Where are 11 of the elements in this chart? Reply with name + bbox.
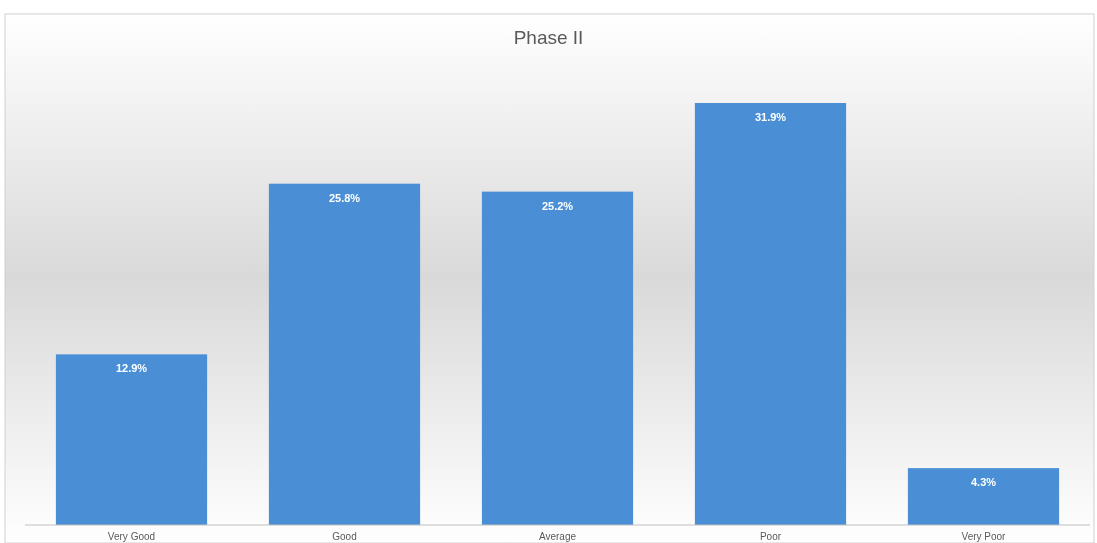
x-tick-label: Good [332,531,357,542]
chart-title: Phase II [513,27,584,48]
data-label: 31.9% [754,111,787,123]
data-label: 25.8% [328,191,361,204]
data-label: 4.3% [970,476,997,489]
x-tick-label: Very Good [107,531,156,542]
data-label: 12.9% [115,362,148,375]
x-tick-label: Very Poor [961,531,1007,542]
data-label: 25.2% [541,199,574,212]
x-tick-label: Average [538,531,577,542]
x-tick-label: Poor [759,531,782,542]
